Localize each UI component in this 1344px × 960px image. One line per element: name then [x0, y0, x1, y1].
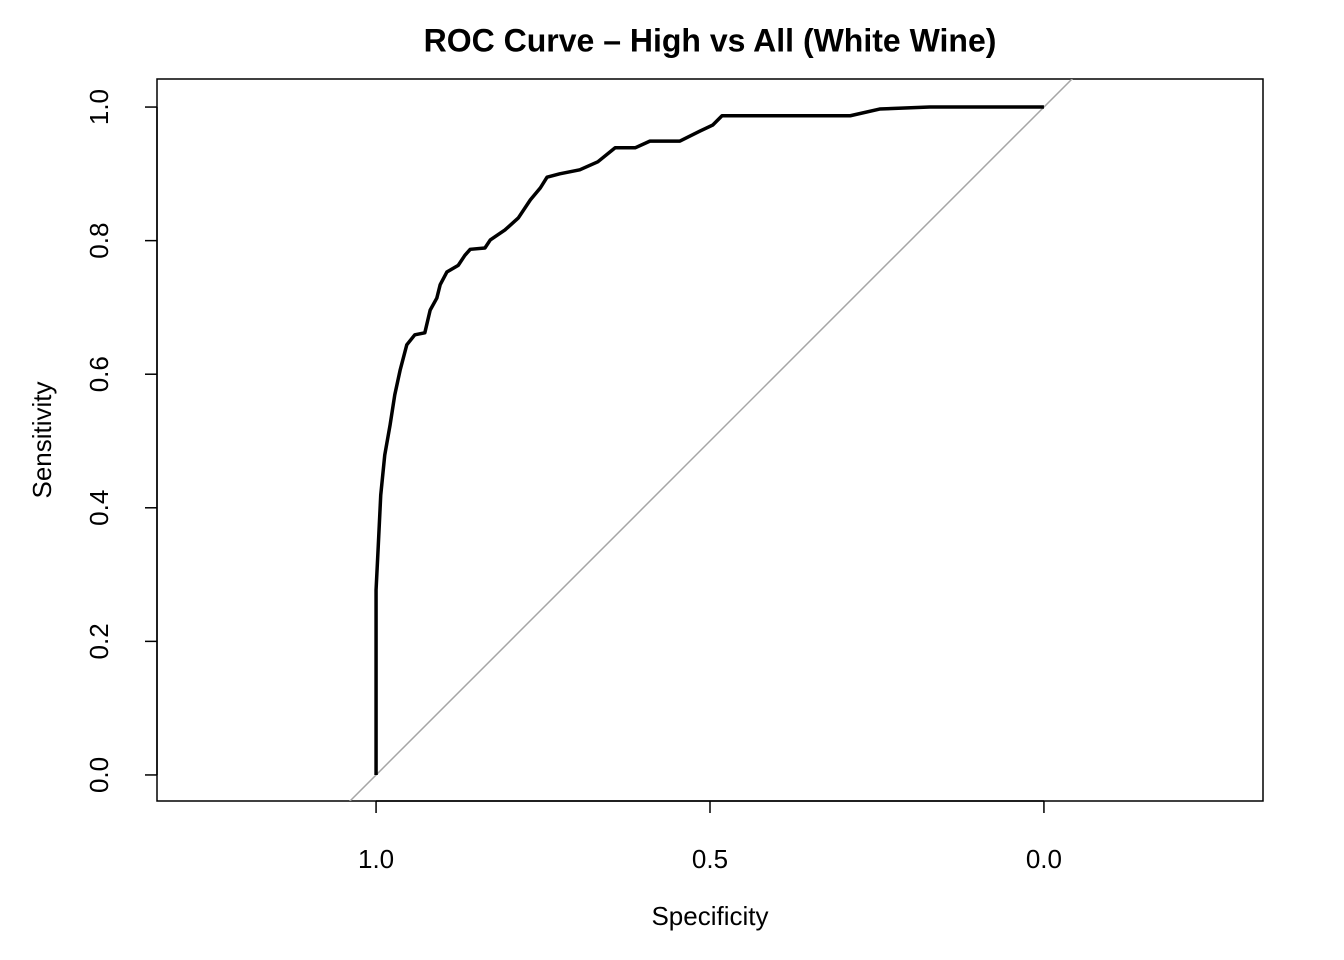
x-axis-title: Specificity: [651, 901, 768, 931]
y-tick-label: 0.8: [84, 223, 114, 259]
x-tick-label: 1.0: [358, 844, 394, 874]
y-tick-label: 0.0: [84, 757, 114, 793]
reference-line: [348, 79, 1074, 801]
y-tick-label: 0.6: [84, 356, 114, 392]
x-tick-label: 0.0: [1026, 844, 1062, 874]
roc-curve: [374, 105, 1044, 775]
chart-title: ROC Curve – High vs All (White Wine): [424, 22, 997, 58]
y-tick-label: 0.2: [84, 623, 114, 659]
x-tick-label: 0.5: [692, 844, 728, 874]
y-axis-title: Sensitivity: [27, 381, 57, 498]
y-tick-label: 1.0: [84, 89, 114, 125]
y-tick-label: 0.4: [84, 490, 114, 526]
